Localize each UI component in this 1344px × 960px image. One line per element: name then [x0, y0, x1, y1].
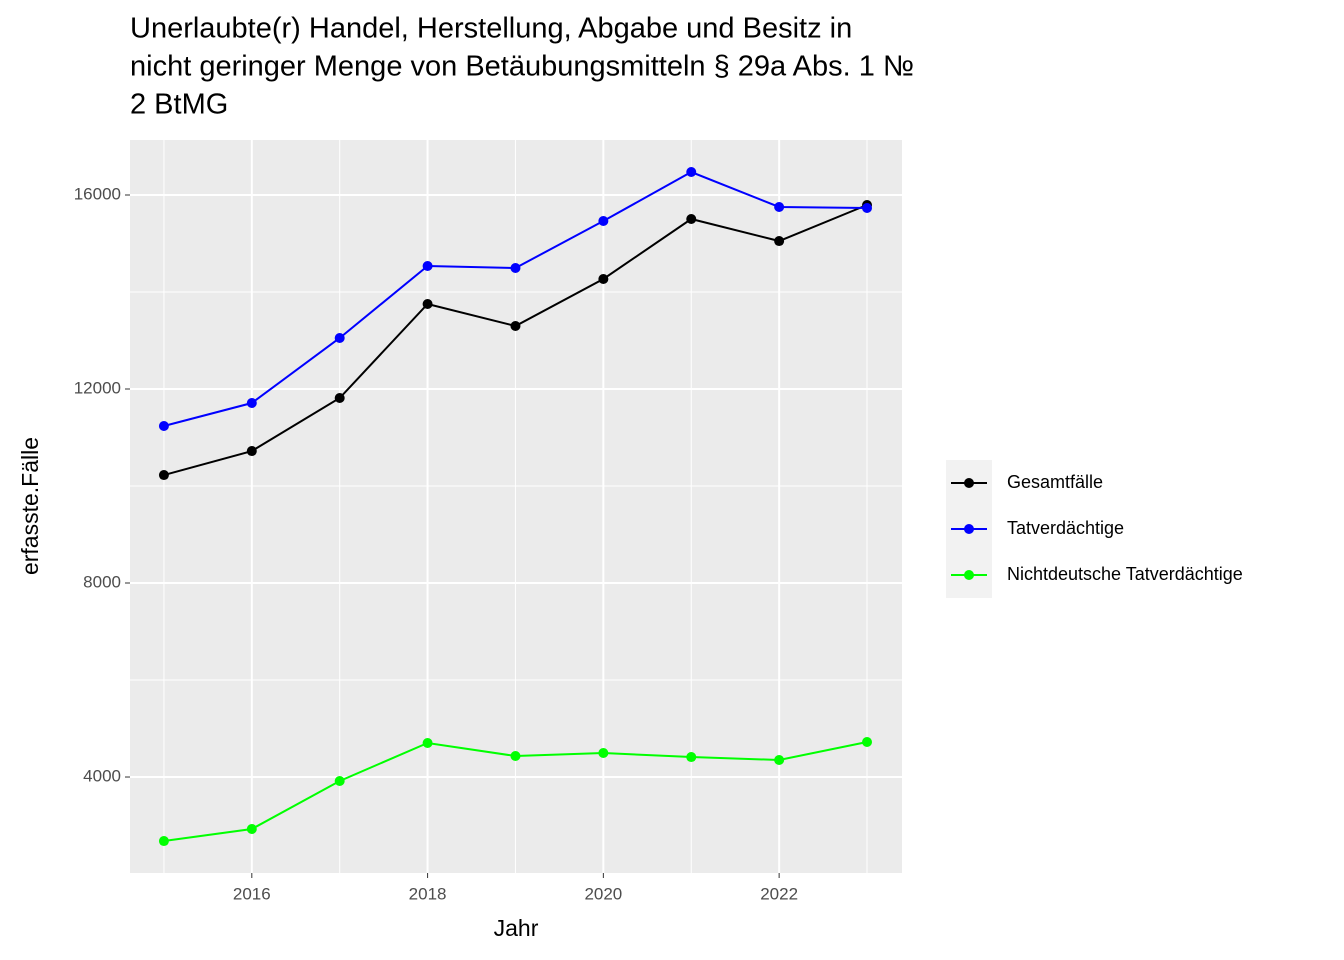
data-point	[246, 398, 257, 409]
data-point	[334, 775, 345, 786]
legend-key	[964, 524, 974, 534]
x-tick-label: 2020	[584, 884, 622, 903]
data-point	[334, 332, 345, 343]
data-point	[686, 167, 697, 178]
x-tick-label: 2016	[233, 884, 271, 903]
legend-label: Tatverdächtige	[1007, 518, 1124, 538]
panel	[130, 140, 902, 873]
chart-title: 2 BtMG	[130, 89, 228, 121]
data-point	[422, 738, 433, 749]
y-axis-title: erfasste.Fälle	[17, 437, 43, 575]
data-point	[422, 261, 433, 272]
data-point	[686, 752, 697, 763]
y-tick-label: 12000	[74, 378, 121, 397]
data-point	[598, 215, 609, 226]
data-point	[510, 262, 521, 273]
data-point	[774, 236, 785, 247]
data-point	[774, 201, 785, 212]
x-tick-label: 2022	[760, 884, 798, 903]
y-tick-label: 4000	[83, 767, 121, 786]
data-point	[774, 754, 785, 765]
legend-label: Nichtdeutsche Tatverdächtige	[1007, 564, 1243, 584]
data-point	[598, 274, 609, 285]
legend-key	[964, 478, 974, 488]
chart-title: nicht geringer Menge von Betäubungsmitte…	[130, 51, 914, 83]
data-point	[246, 824, 257, 835]
data-point	[510, 321, 521, 332]
data-point	[862, 202, 873, 213]
x-axis-title: Jahr	[494, 915, 539, 941]
data-point	[598, 748, 609, 759]
data-point	[246, 446, 257, 457]
legend-key	[964, 570, 974, 580]
y-tick-label: 16000	[74, 184, 121, 203]
data-point	[422, 298, 433, 309]
chart-title: Unerlaubte(r) Handel, Herstellung, Abgab…	[130, 13, 852, 45]
data-point	[158, 421, 169, 432]
y-tick-label: 8000	[83, 572, 121, 591]
data-point	[158, 836, 169, 847]
legend-label: Gesamtfälle	[1007, 472, 1103, 492]
data-point	[510, 751, 521, 762]
data-point	[334, 393, 345, 404]
x-tick-label: 2018	[409, 884, 447, 903]
data-point	[686, 214, 697, 225]
data-point	[158, 470, 169, 481]
data-point	[862, 736, 873, 747]
